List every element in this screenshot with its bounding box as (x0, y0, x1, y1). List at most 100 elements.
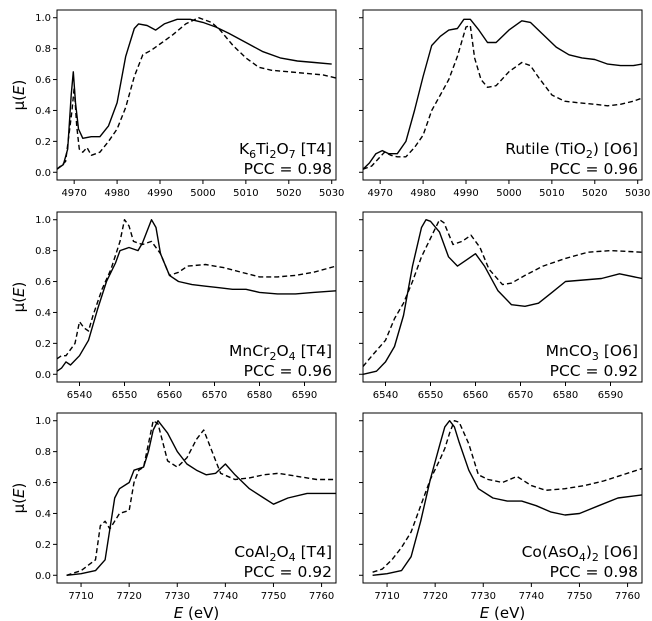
dashed-spectrum-line (57, 219, 336, 360)
axes-frame (56, 9, 337, 181)
y-axis-label-var: E (10, 488, 28, 498)
y-axis-label-prefix: μ( (10, 297, 28, 312)
pcc-label: PCC = 0.96 (244, 362, 332, 380)
x-tick-label: 7740 (519, 591, 544, 602)
label-text: Rutile (TiO (505, 140, 586, 158)
x-tick-label: 7750 (261, 591, 286, 602)
subscript: 6 (249, 148, 256, 161)
subscript: 2 (269, 551, 276, 564)
x-tick-label: 5000 (190, 188, 215, 199)
y-tick-label: 1.0 (35, 13, 51, 24)
compound-label: MnCO3​ [O6] (546, 342, 638, 363)
y-tick-label: 1.0 (35, 416, 51, 427)
x-tick-label: 7730 (471, 591, 496, 602)
subscript: 2 (586, 148, 593, 161)
y-axis-label-prefix: μ( (10, 95, 28, 110)
label-text: O (276, 543, 288, 561)
compound-label: Rutile (TiO2​) [O6] (505, 140, 638, 161)
x-tick-label: 5020 (276, 188, 301, 199)
x-tick-label: 5010 (539, 188, 564, 199)
y-tick-label: 0.4 (35, 106, 51, 117)
pcc-label: PCC = 0.96 (550, 160, 638, 178)
axes-frame (56, 211, 337, 383)
y-axis-label-suffix: ) (10, 483, 28, 489)
y-axis-label: μ(E) (10, 80, 28, 111)
axes-frame (362, 211, 643, 383)
solid-spectrum-line (363, 18, 642, 170)
x-tick-label: 5010 (233, 188, 258, 199)
solid-spectrum-line (372, 420, 642, 576)
x-tick-label: 6580 (553, 390, 578, 401)
y-axis-label: μ(E) (10, 483, 28, 514)
y-tick-label: 0.2 (35, 137, 51, 148)
subscript: 2 (269, 148, 276, 161)
y-tick-label: 0.0 (35, 370, 51, 381)
x-tick-label: 4970 (367, 188, 392, 199)
x-tick-label: 7760 (309, 591, 334, 602)
subscript: 2 (592, 551, 599, 564)
y-tick-label: 0.2 (35, 339, 51, 350)
x-axis-label-unit: (eV) (489, 604, 525, 621)
x-tick-label: 7720 (116, 591, 141, 602)
x-tick-label: 7740 (213, 591, 238, 602)
pcc-label: PCC = 0.92 (244, 563, 332, 581)
label-text: K (239, 140, 250, 158)
pcc-label: PCC = 0.98 (550, 563, 638, 581)
label-text: [T4] (296, 543, 332, 561)
y-tick-label: 0.6 (35, 75, 51, 86)
label-text: ) [O6] (593, 140, 638, 158)
y-tick-label: 0.2 (35, 540, 51, 551)
solid-spectrum-line (66, 420, 336, 576)
x-tick-label: 6560 (157, 390, 182, 401)
x-tick-label: 4980 (104, 188, 129, 199)
compound-label: CoAl2​O4​ [T4] (234, 543, 332, 564)
solid-spectrum-line (363, 219, 642, 375)
axes-frame (362, 9, 643, 181)
x-tick-label: 7710 (374, 591, 399, 602)
y-tick-label: 0.8 (35, 44, 51, 55)
y-tick-label: 0.4 (35, 509, 51, 520)
y-axis-label-var: E (10, 85, 28, 95)
x-tick-label: 7750 (567, 591, 592, 602)
solid-spectrum-line (57, 18, 332, 170)
x-axis-label: E (eV) (174, 604, 219, 621)
y-tick-label: 0.0 (35, 571, 51, 582)
label-text: Ti (255, 140, 269, 158)
x-axis-label-var: E (480, 604, 490, 621)
subscript: 3 (592, 350, 599, 363)
label-text: MnCO (546, 342, 592, 360)
subscript: 4 (289, 350, 296, 363)
label-text: MnCr (229, 342, 270, 360)
y-tick-label: 0.8 (35, 246, 51, 257)
x-tick-label: 5020 (582, 188, 607, 199)
panel-6: 7710 7720 7730 7740 7750 7760 Co(AsO4​)2​ [O6]… (359, 412, 643, 621)
dashed-spectrum-line (363, 24, 642, 170)
axes-frame (56, 412, 337, 584)
label-text: O (276, 140, 288, 158)
panel-1: 4970 4980 4990 5000 5010 5020 5030 0.0 0.2 0.4 0.6… (10, 9, 344, 199)
pcc-label: PCC = 0.98 (244, 160, 332, 178)
y-tick-label: 1.0 (35, 215, 51, 226)
y-axis-label-prefix: μ( (10, 498, 28, 513)
x-axis-label-var: E (174, 604, 184, 621)
y-tick-label: 0.0 (35, 168, 51, 179)
x-axis-label-unit: (eV) (183, 604, 219, 621)
x-tick-label: 7710 (68, 591, 93, 602)
label-text: [T4] (296, 342, 332, 360)
compound-label: K6​Ti2​O7​ [T4] (239, 140, 332, 161)
y-tick-label: 0.6 (35, 277, 51, 288)
label-text: [O6] (599, 543, 638, 561)
compound-label: MnCr2​O4​ [T4] (229, 342, 332, 363)
x-tick-label: 6560 (463, 390, 488, 401)
label-text: ) (586, 543, 592, 561)
x-tick-label: 7720 (422, 591, 447, 602)
x-tick-label: 4990 (147, 188, 172, 199)
y-axis-label-suffix: ) (10, 282, 28, 288)
x-tick-label: 6580 (247, 390, 272, 401)
label-text: CoAl (234, 543, 269, 561)
compound-label: Co(AsO4​)2​ [O6] (522, 543, 638, 564)
panel-3: 6540 6550 6560 6570 6580 6590 0.0 0.2 0.4 0.6 0.8 1… (10, 211, 337, 401)
dashed-spectrum-line (363, 219, 642, 367)
subscript: 7 (289, 148, 296, 161)
